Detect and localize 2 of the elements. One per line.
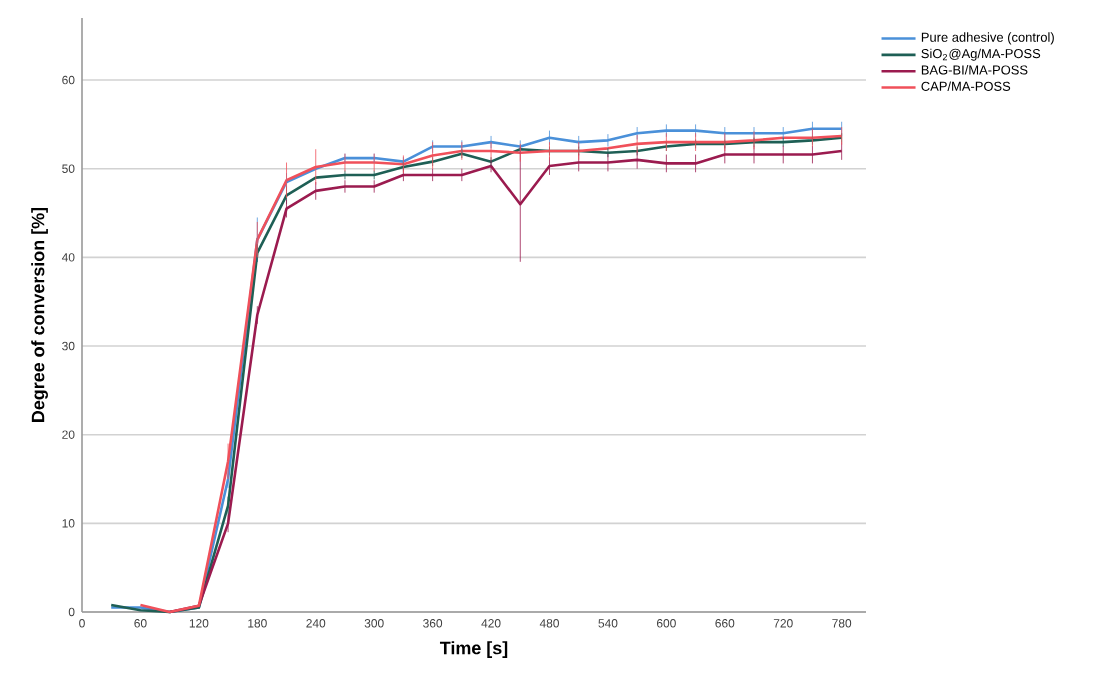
x-axis-title: Time [s] [439, 641, 508, 658]
y-axis-title: Degree of conversion [%] [31, 207, 48, 422]
